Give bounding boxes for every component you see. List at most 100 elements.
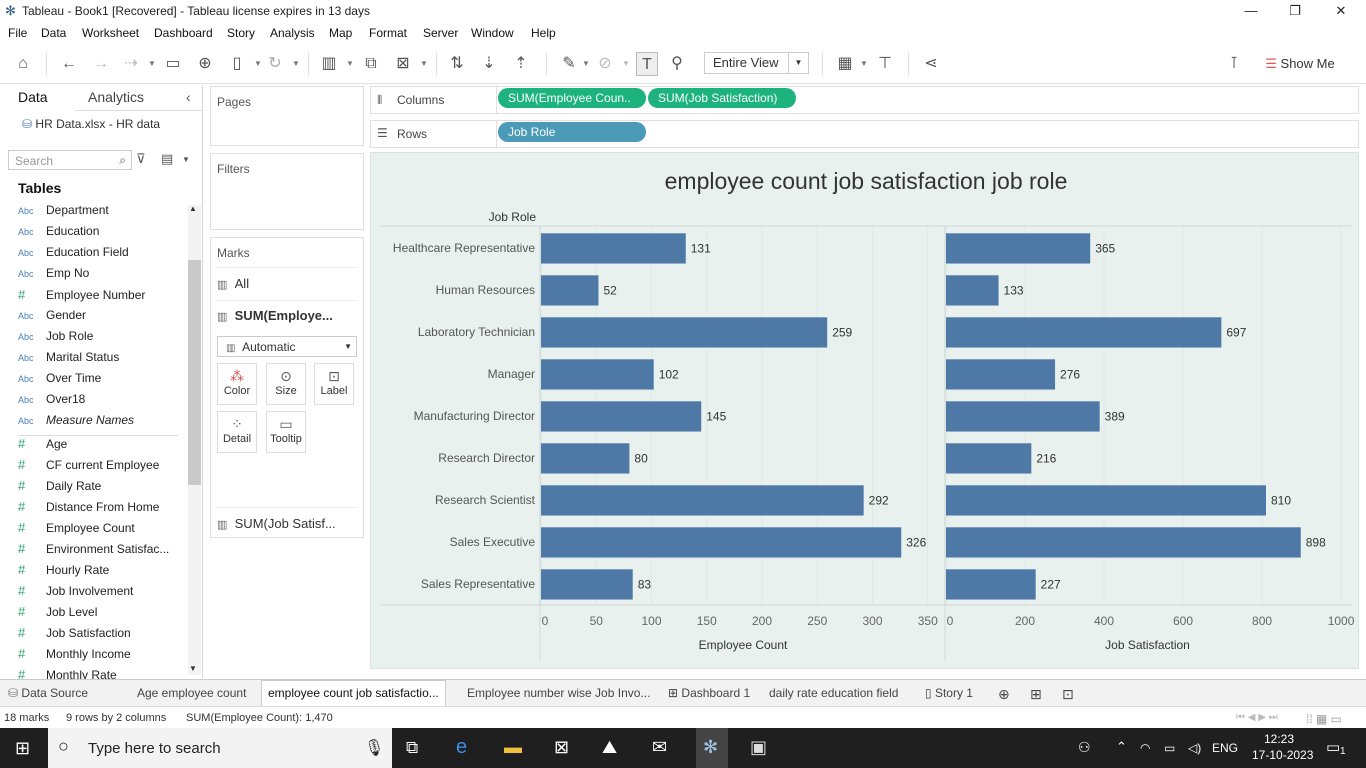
tab-story-1[interactable]: ▯ Story 1 bbox=[925, 684, 973, 706]
chevron-down-icon[interactable]: ▼ bbox=[182, 155, 190, 164]
field-item[interactable]: # Daily Rate bbox=[18, 478, 183, 499]
edge-icon[interactable]: e bbox=[456, 736, 468, 758]
new-worksheet-tab-icon[interactable]: ⊕ bbox=[998, 686, 1010, 702]
file-explorer-icon[interactable]: ▬ bbox=[504, 737, 522, 757]
field-item[interactable]: # Job Satisfaction bbox=[18, 625, 183, 646]
field-item[interactable]: # CF current Employee bbox=[18, 457, 183, 478]
sort-descending-icon[interactable]: ⇡ bbox=[514, 55, 528, 72]
chevron-down-icon[interactable]: ▼ bbox=[346, 59, 354, 68]
microphone-icon[interactable]: 🎙 bbox=[364, 740, 385, 757]
tab-employee-number-job-involvement[interactable]: Employee number wise Job Invo... bbox=[467, 686, 651, 700]
presentation-icon[interactable]: ⊤ bbox=[878, 55, 892, 72]
minimize-icon[interactable]: — bbox=[1244, 3, 1258, 18]
swap-icon[interactable]: ⇅ bbox=[450, 55, 464, 72]
tab-navigation-icon[interactable]: ⏮ ◀ ▶ ⏭ bbox=[1236, 712, 1278, 723]
color-button[interactable]: ⁂ Color bbox=[217, 363, 257, 405]
marks-employee-count-tab[interactable]: ▥ SUM(Employe... bbox=[217, 300, 357, 323]
highlight-icon[interactable]: ✎ bbox=[562, 55, 576, 72]
clock-time[interactable]: 12:23 bbox=[1264, 732, 1295, 746]
tab-employee-count-job-satisfaction[interactable]: employee count job satisfactio... bbox=[261, 680, 446, 707]
view-size-select[interactable]: Entire View ▼ bbox=[704, 52, 809, 74]
menu-story[interactable]: Story bbox=[227, 26, 256, 40]
undo-icon[interactable]: ← bbox=[61, 55, 77, 72]
field-item[interactable]: Abc Over Time bbox=[18, 371, 183, 392]
field-item[interactable]: Abc Over18 bbox=[18, 392, 183, 413]
sort-ascending-icon[interactable]: ⇣ bbox=[482, 55, 496, 72]
menu-data[interactable]: Data bbox=[41, 26, 67, 40]
paint-roller-icon[interactable]: ⊺ bbox=[1229, 55, 1239, 72]
redo-icon[interactable]: → bbox=[93, 55, 109, 72]
column-pill-employee-count[interactable]: SUM(Employee Coun.. bbox=[498, 88, 646, 108]
field-item[interactable]: Abc Job Role bbox=[18, 329, 183, 350]
field-item[interactable]: # Employee Number bbox=[18, 287, 183, 308]
scrollbar-thumb[interactable] bbox=[188, 260, 201, 485]
notifications-icon[interactable]: ▭ bbox=[1326, 739, 1341, 756]
columns-shelf[interactable]: ⦀ Columns bbox=[370, 86, 1359, 114]
collapse-pane-icon[interactable]: ‹ bbox=[186, 89, 191, 105]
chevron-down-icon[interactable]: ▼ bbox=[788, 53, 808, 73]
field-item[interactable]: Abc Marital Status bbox=[18, 350, 183, 371]
task-view-icon[interactable]: ⧉ bbox=[406, 738, 419, 757]
replay-icon[interactable]: ⇢ bbox=[124, 55, 138, 72]
menu-dashboard[interactable]: Dashboard bbox=[154, 26, 213, 40]
field-item[interactable]: # Job Level bbox=[18, 604, 183, 625]
scroll-up-icon[interactable]: ▲ bbox=[189, 204, 197, 213]
network-icon[interactable]: ◠ bbox=[1140, 741, 1151, 755]
menu-worksheet[interactable]: Worksheet bbox=[82, 26, 140, 40]
label-button[interactable]: ⊡ Label bbox=[314, 363, 354, 405]
new-datasource-icon[interactable]: ⊕ bbox=[198, 55, 212, 72]
field-item[interactable]: # Distance From Home bbox=[18, 499, 183, 520]
tab-dashboard-1[interactable]: ⊞ Dashboard 1 bbox=[668, 684, 750, 706]
pin-icon[interactable]: ⚲ bbox=[671, 55, 683, 72]
chevron-down-icon[interactable]: ▼ bbox=[582, 59, 590, 68]
mail-icon[interactable]: ✉ bbox=[652, 737, 668, 757]
detail-button[interactable]: ⁘ Detail bbox=[217, 411, 257, 453]
tray-chevron-up-icon[interactable]: ⌃ bbox=[1116, 739, 1127, 754]
field-item[interactable]: # Monthly Rate bbox=[18, 667, 183, 688]
new-story-tab-icon[interactable]: ⊡ bbox=[1062, 686, 1074, 702]
field-item[interactable]: Abc Emp No bbox=[18, 266, 183, 287]
size-button[interactable]: ⊙ Size bbox=[266, 363, 306, 405]
chevron-down-icon[interactable]: ▼ bbox=[254, 59, 262, 68]
field-item[interactable]: Abc Department bbox=[18, 203, 183, 224]
field-item[interactable]: # Employee Count bbox=[18, 520, 183, 541]
group-icon[interactable]: ⊘ bbox=[598, 55, 612, 72]
marks-job-satisfaction-tab[interactable]: ▥ SUM(Job Satisf... bbox=[217, 507, 357, 531]
field-item[interactable]: Abc Education Field bbox=[18, 245, 183, 266]
chevron-down-icon[interactable]: ▼ bbox=[148, 59, 156, 68]
filter-icon[interactable]: ⊽ bbox=[136, 151, 146, 166]
home-icon[interactable]: ⌂ bbox=[18, 55, 28, 72]
duplicate-icon[interactable]: ⧉ bbox=[365, 55, 377, 72]
tab-daily-rate-education-field[interactable]: daily rate education field bbox=[769, 686, 899, 700]
chevron-down-icon[interactable]: ▼ bbox=[860, 59, 868, 68]
show-labels-icon[interactable]: T bbox=[636, 52, 658, 76]
clock-date[interactable]: 17-10-2023 bbox=[1252, 748, 1314, 762]
app-window-icon[interactable]: ▣ bbox=[750, 737, 768, 757]
filters-shelf[interactable]: Filters bbox=[210, 153, 364, 230]
tab-data-source[interactable]: ⛁ Data Source bbox=[8, 684, 88, 706]
view-layout-icon[interactable]: ⁞⁞ ▦ ▭ bbox=[1306, 712, 1343, 726]
field-item[interactable]: # Job Involvement bbox=[18, 583, 183, 604]
chevron-down-icon[interactable]: ▼ bbox=[292, 59, 300, 68]
windows-start-icon[interactable]: ⊞ bbox=[15, 738, 31, 758]
field-item[interactable]: Abc Measure Names bbox=[18, 413, 183, 434]
chevron-down-icon[interactable]: ▼ bbox=[622, 59, 630, 68]
refresh-icon[interactable]: ↻ bbox=[268, 55, 282, 72]
field-item[interactable]: Abc Gender bbox=[18, 308, 183, 329]
menu-format[interactable]: Format bbox=[369, 26, 408, 40]
save-icon[interactable]: ▭ bbox=[165, 55, 181, 72]
field-item[interactable]: # Hourly Rate bbox=[18, 562, 183, 583]
column-pill-job-satisfaction[interactable]: SUM(Job Satisfaction) bbox=[648, 88, 796, 108]
menu-file[interactable]: File bbox=[8, 26, 28, 40]
mark-type-select[interactable]: ▥ Automatic ▼ bbox=[217, 336, 357, 357]
marks-all-tab[interactable]: ▥ All bbox=[217, 267, 357, 291]
share-icon[interactable]: ⋖ bbox=[924, 55, 938, 72]
scroll-down-icon[interactable]: ▼ bbox=[189, 664, 197, 673]
rows-shelf[interactable]: ☰ Rows bbox=[370, 120, 1359, 148]
menu-server[interactable]: Server bbox=[423, 26, 459, 40]
tab-data[interactable]: Data bbox=[18, 89, 48, 105]
menu-analysis[interactable]: Analysis bbox=[270, 26, 315, 40]
row-pill-job-role[interactable]: Job Role bbox=[498, 122, 646, 142]
tab-analytics[interactable]: Analytics bbox=[88, 89, 145, 105]
battery-icon[interactable]: ▭ bbox=[1164, 741, 1176, 755]
